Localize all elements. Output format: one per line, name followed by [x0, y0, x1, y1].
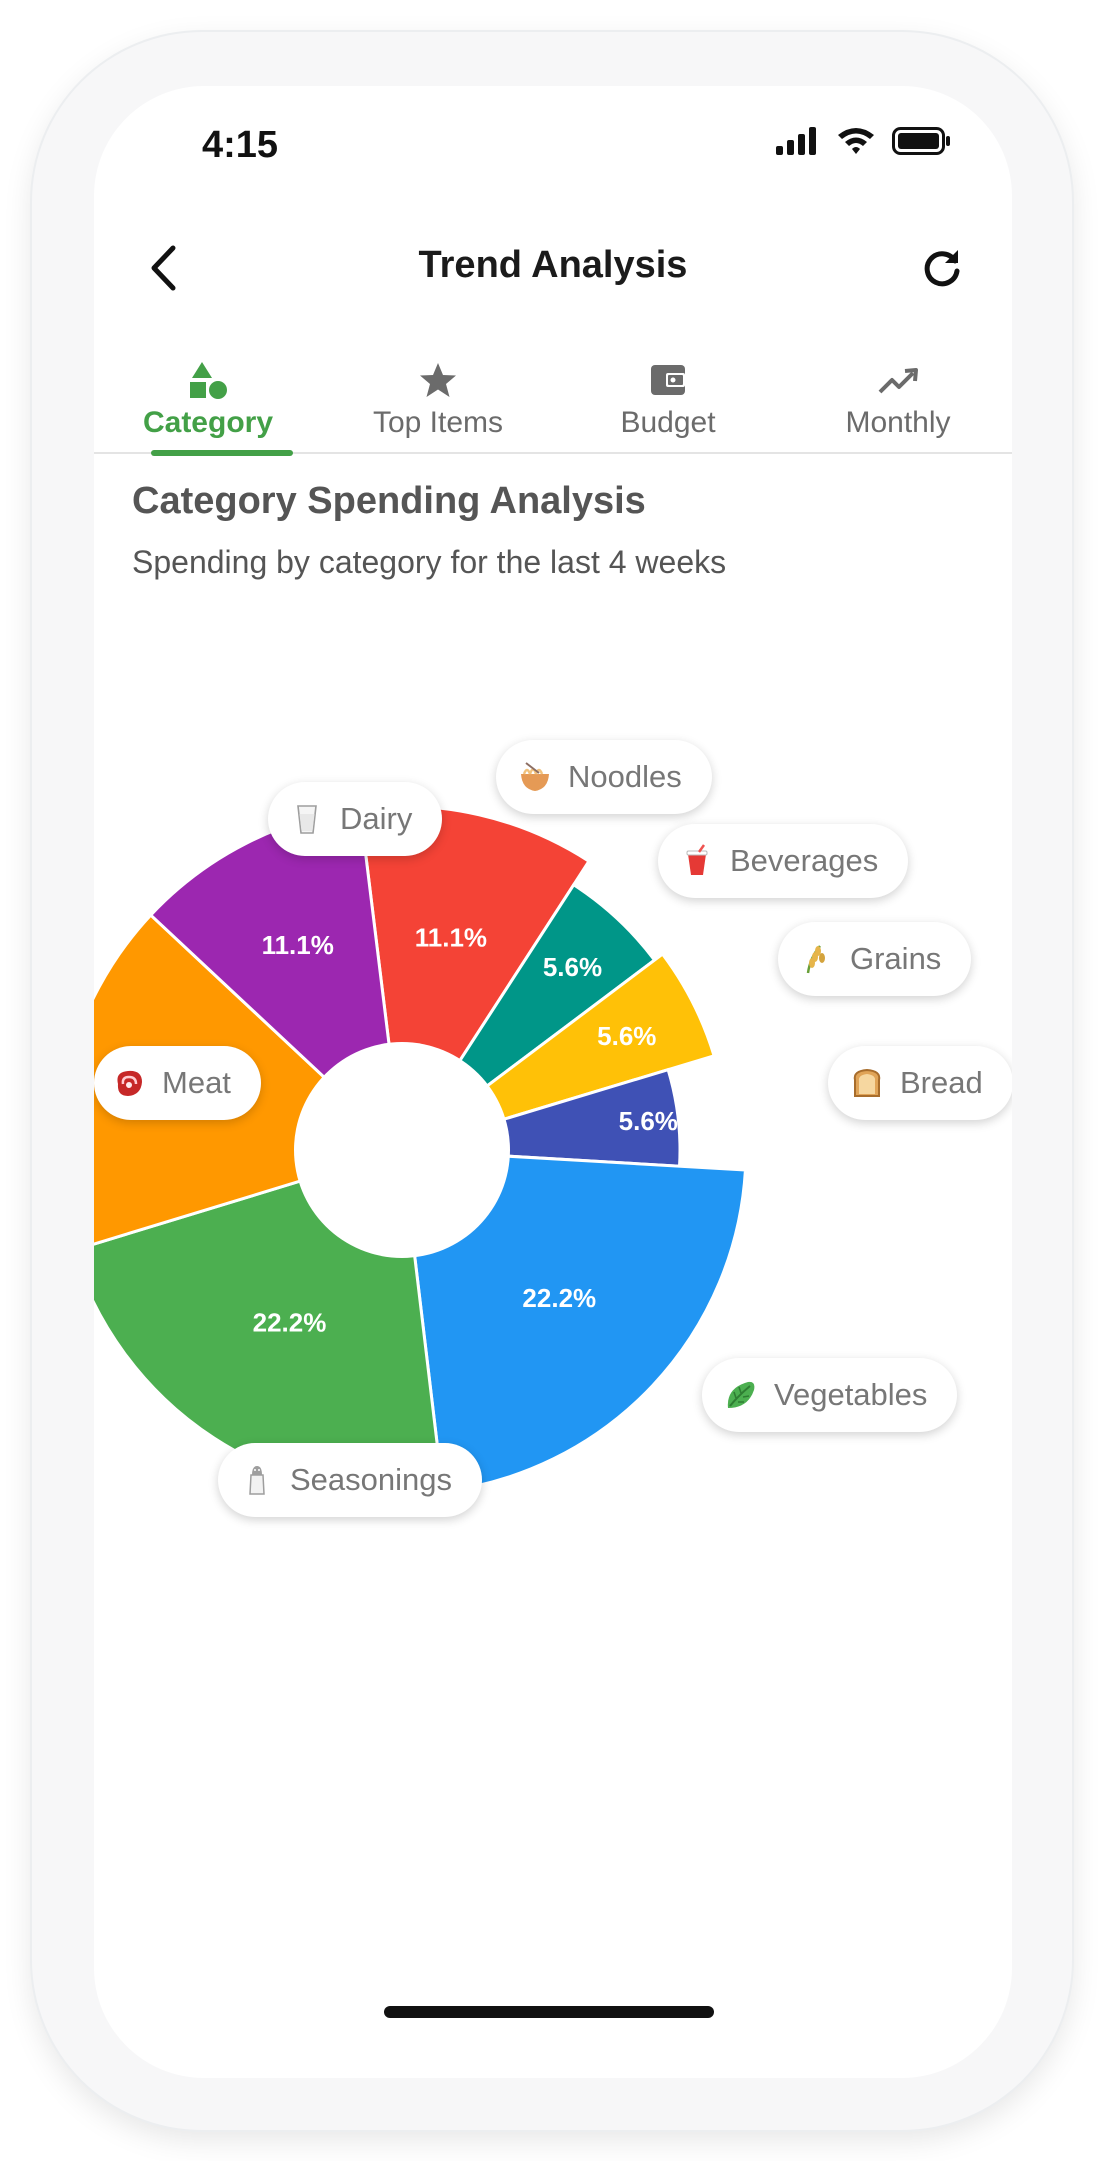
chip-grains[interactable]: Grains — [778, 922, 972, 996]
cellular-signal-icon — [776, 127, 820, 160]
chevron-left-icon — [149, 245, 179, 296]
refresh-button[interactable] — [912, 240, 972, 300]
tab-category-label: Category — [142, 406, 274, 439]
status-time: 4:15 — [202, 124, 279, 166]
beverage-cup-icon — [680, 844, 714, 878]
active-tab-indicator — [151, 450, 293, 456]
app-screen: 4:15 — [94, 86, 1012, 2078]
bread-icon — [850, 1066, 884, 1100]
tab-budget-label: Budget — [620, 406, 716, 439]
grains-icon — [800, 942, 834, 976]
milk-glass-icon — [290, 802, 324, 836]
trending-up-icon — [877, 356, 919, 400]
donut-hole — [294, 1042, 510, 1258]
slice-percent-label-grains: 5.6% — [597, 1021, 656, 1051]
star-icon — [418, 356, 458, 400]
chip-dairy-label: Dairy — [340, 801, 413, 836]
chip-meat-label: Meat — [162, 1065, 231, 1100]
chip-seasonings[interactable]: Seasonings — [218, 1443, 483, 1517]
chip-bread[interactable]: Bread — [828, 1046, 1012, 1120]
slice-percent-label-bread: 5.6% — [619, 1106, 678, 1136]
salt-shaker-icon — [240, 1463, 274, 1497]
battery-icon — [892, 126, 952, 161]
vegetables-icon — [724, 1378, 758, 1412]
chip-grains-label: Grains — [850, 941, 942, 976]
chip-seasonings-label: Seasonings — [290, 1462, 453, 1497]
tab-bar: Category Top Items Budget — [94, 356, 1012, 456]
wallet-icon — [648, 356, 688, 400]
section-title: Category Spending Analysis — [132, 480, 646, 522]
chip-beverages[interactable]: Beverages — [658, 824, 909, 898]
app-header: Trend Analysis — [94, 226, 1012, 316]
chip-noodles-label: Noodles — [568, 759, 682, 794]
slice-percent-label-vegetables: 22.2% — [522, 1283, 596, 1313]
chip-bread-label: Bread — [900, 1065, 983, 1100]
section-subtitle: Spending by category for the last 4 week… — [132, 544, 727, 580]
wifi-icon — [836, 126, 876, 161]
page-title: Trend Analysis — [418, 244, 688, 286]
pie-chart-svg: 11.1%5.6%5.6%5.6%22.2%22.2%16.7%11.1% — [94, 804, 748, 1496]
category-shapes-icon — [188, 356, 228, 400]
chip-meat[interactable]: Meat — [94, 1046, 261, 1120]
chip-dairy[interactable]: Dairy — [268, 782, 443, 856]
slice-percent-label-beverages: 5.6% — [543, 952, 602, 982]
chip-vegetables-label: Vegetables — [774, 1377, 928, 1412]
tab-top-items-label: Top Items — [372, 406, 504, 439]
refresh-icon — [921, 247, 963, 294]
slice-percent-label-dairy: 11.1% — [262, 930, 334, 960]
noodles-icon — [518, 760, 552, 794]
chip-beverages-label: Beverages — [730, 843, 879, 878]
slice-percent-label-seasonings: 22.2% — [253, 1308, 327, 1338]
home-indicator — [384, 2006, 714, 2018]
tab-monthly[interactable]: Monthly — [798, 356, 998, 452]
chip-vegetables[interactable]: Vegetables — [702, 1358, 958, 1432]
chip-noodles[interactable]: Noodles — [496, 740, 712, 814]
pie-slice-vegetables[interactable] — [400, 1148, 748, 1494]
category-pie-chart: 11.1%5.6%5.6%5.6%22.2%22.2%16.7%11.1% — [94, 86, 1012, 2078]
tab-category[interactable]: Category — [108, 356, 308, 456]
tab-budget[interactable]: Budget — [568, 356, 768, 452]
meat-icon — [112, 1066, 146, 1100]
status-icons — [776, 126, 952, 161]
tab-top-items[interactable]: Top Items — [338, 356, 538, 452]
slice-percent-label-noodles: 11.1% — [415, 923, 487, 953]
back-button[interactable] — [134, 240, 194, 300]
tab-monthly-label: Monthly — [845, 406, 951, 439]
